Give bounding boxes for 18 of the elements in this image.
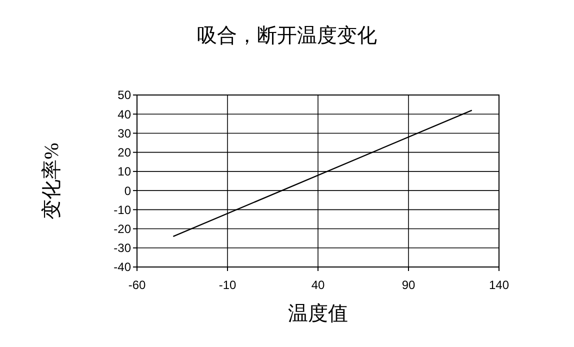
x-axis-title: 温度值 bbox=[288, 303, 348, 325]
y-tick-label: 30 bbox=[118, 126, 132, 140]
y-tick-label: 20 bbox=[118, 146, 132, 160]
x-tick-label: -60 bbox=[128, 278, 146, 292]
y-tick-label: 10 bbox=[118, 164, 132, 179]
chart-title: 吸合，断开温度变化 bbox=[197, 25, 377, 47]
y-axis-title: 变化率% bbox=[41, 142, 63, 220]
y-tick-label: -40 bbox=[114, 260, 132, 274]
y-tick-label: -20 bbox=[114, 222, 132, 236]
x-tick-label: -10 bbox=[218, 278, 236, 292]
x-tick-label: 40 bbox=[311, 278, 325, 292]
y-tick-label: -10 bbox=[114, 202, 132, 217]
x-tick-label: 140 bbox=[488, 278, 510, 292]
y-tick-label: -30 bbox=[114, 241, 132, 256]
y-tick-label: 40 bbox=[118, 107, 132, 122]
y-tick-label: 0 bbox=[124, 184, 132, 198]
x-tick-label: 90 bbox=[402, 278, 416, 292]
y-tick-label: 50 bbox=[118, 88, 132, 102]
